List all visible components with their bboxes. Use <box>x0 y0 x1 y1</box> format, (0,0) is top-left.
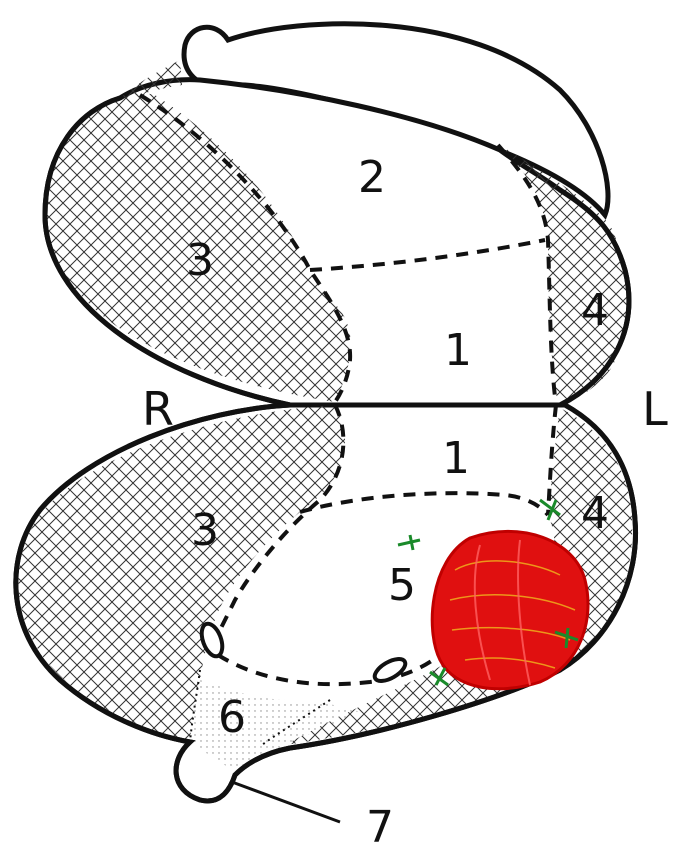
upper-wall <box>42 21 632 408</box>
upper-lobe-border <box>42 95 632 408</box>
label-side-left: L <box>642 382 668 436</box>
upper-region-3 <box>47 93 351 402</box>
marker-top <box>397 534 421 551</box>
lower-wall <box>13 402 639 824</box>
upper-region-4 <box>500 145 627 405</box>
label-region-4-lower: 4 <box>581 488 609 539</box>
label-region-3-upper: 3 <box>186 235 214 286</box>
lesion <box>430 529 590 691</box>
marker-right <box>554 627 579 649</box>
upper-dash-4-boundary <box>496 143 558 406</box>
lesion-mass <box>430 529 590 691</box>
label-region-1-upper: 1 <box>444 325 472 376</box>
marker-bottom-left <box>429 667 449 687</box>
label-region-4-upper: 4 <box>581 285 609 336</box>
lower-dash-upper-horizontal <box>299 491 550 517</box>
lower-dash-3-boundary <box>208 404 346 651</box>
upper-dash-horizontal <box>309 238 546 272</box>
lesion-scribble-1 <box>449 560 576 669</box>
right-ostium <box>372 657 408 683</box>
region-6-dotted-right <box>261 699 331 746</box>
lower-region-6 <box>190 680 360 773</box>
upper-cap-hatch <box>118 60 182 100</box>
cervix-leader-line <box>231 780 341 824</box>
label-region-2: 2 <box>358 152 386 203</box>
region-6-dotted-left <box>189 669 201 743</box>
label-region-5: 5 <box>388 560 416 611</box>
lower-region-3 <box>18 405 345 740</box>
upper-dash-3-boundary <box>138 93 353 404</box>
label-region-7: 7 <box>366 802 394 849</box>
label-region-1-lower: 1 <box>442 433 470 484</box>
lower-dash-4-boundary <box>546 404 558 516</box>
marker-upper-right <box>539 498 561 521</box>
left-ostium <box>199 621 225 659</box>
label-region-3-lower: 3 <box>191 505 219 556</box>
label-region-6: 6 <box>218 692 246 743</box>
markers <box>397 498 579 687</box>
label-side-right: R <box>142 382 174 436</box>
lesion-scribble-2 <box>473 539 531 686</box>
lower-dash-lower-horizontal <box>216 653 442 687</box>
lower-lobe-border <box>13 402 639 804</box>
